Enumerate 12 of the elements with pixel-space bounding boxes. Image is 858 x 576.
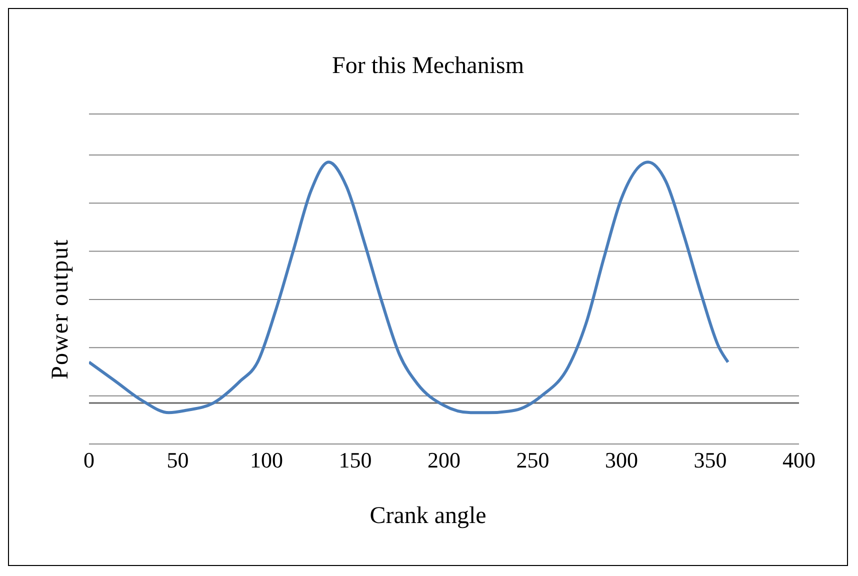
x-tick-label: 50: [166, 448, 189, 473]
x-tick-label: 0: [84, 448, 94, 473]
x-tick-label: 250: [516, 448, 550, 473]
x-axis-title: Crank angle: [368, 503, 488, 530]
x-tick-label: 400: [782, 448, 816, 473]
x-tick-label: 350: [694, 448, 727, 473]
y-axis-title: Power output: [48, 238, 74, 380]
x-tick-label: 100: [250, 448, 283, 473]
chart-title: For this Mechanism: [331, 53, 525, 80]
x-tick-label: 150: [338, 448, 372, 473]
x-tick-label: 300: [605, 448, 638, 473]
x-tick-label: 200: [428, 448, 460, 473]
